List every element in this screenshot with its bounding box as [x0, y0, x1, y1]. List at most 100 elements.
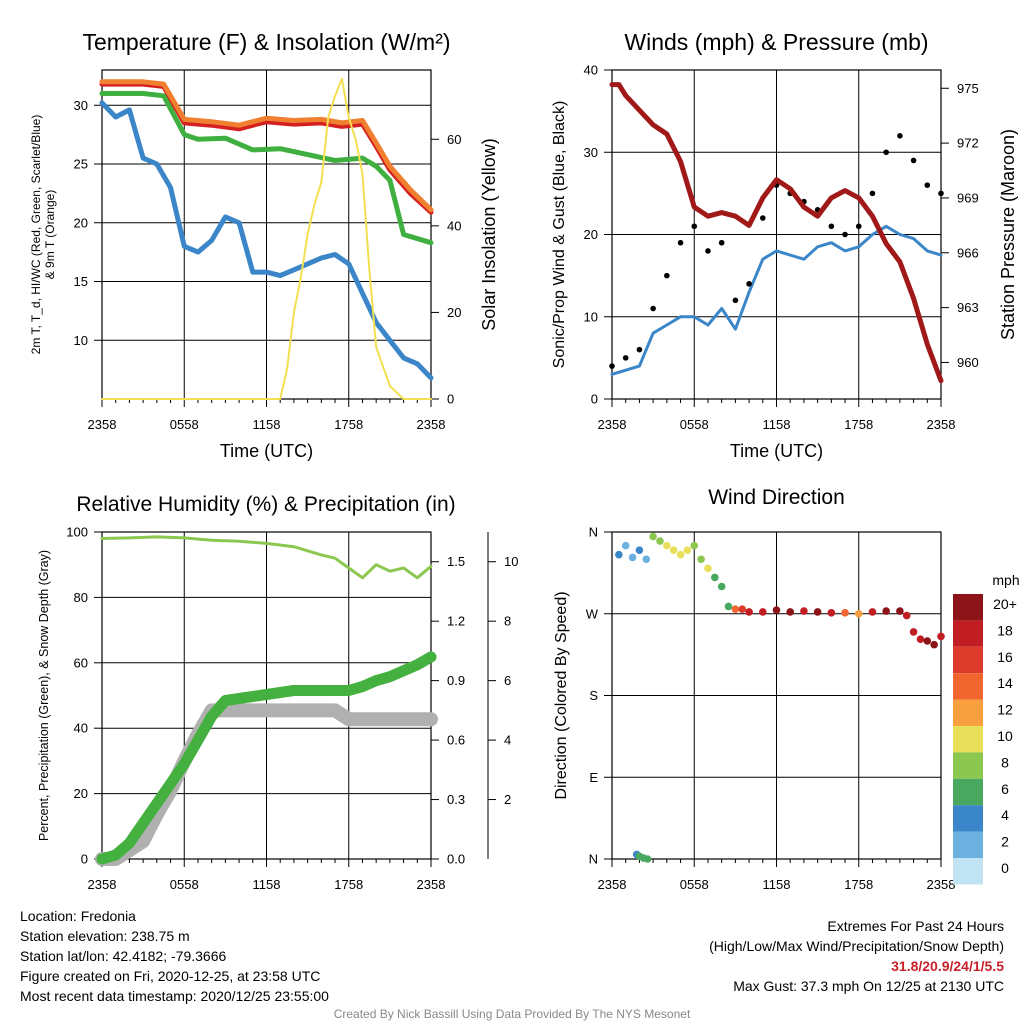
- gust-point: [759, 215, 766, 221]
- panel-title-humidity: Relative Humidity (%) & Precipitation (i…: [76, 493, 455, 516]
- direction-point: [772, 606, 781, 614]
- direction-point: [841, 609, 849, 617]
- panel-title-temperature: Temperature (F) & Insolation (W/m²): [82, 29, 450, 55]
- gust-point: [650, 305, 656, 312]
- precip-tick-label: 1.5: [447, 554, 465, 569]
- y-tick-label: 10: [74, 333, 88, 348]
- x-tick-label: 2358: [598, 877, 627, 892]
- right-y-tick-label: 963: [957, 300, 979, 315]
- direction-point: [731, 605, 740, 614]
- elevation-text: Station elevation: 238.75 m: [20, 928, 190, 944]
- snow-tick-label: 8: [504, 614, 511, 629]
- colorbar-swatch: [953, 858, 983, 885]
- direction-point: [621, 541, 630, 550]
- right-y-tick-label: 972: [957, 136, 979, 151]
- x-tick-label: 1158: [253, 417, 281, 432]
- plot-frame-4: 2358 0558 1158 1758 2358: [598, 531, 956, 892]
- gust-point: [636, 346, 643, 353]
- x-tick-label: 1758: [844, 877, 873, 892]
- direction-point: [649, 532, 657, 541]
- direction-point: [827, 609, 836, 617]
- x-axis-label: Time (UTC): [220, 441, 313, 461]
- colorbar-label: 6: [1001, 781, 1009, 797]
- humidity-line: [100, 535, 433, 580]
- gust-point: [910, 157, 917, 164]
- direction-point: [800, 607, 808, 615]
- x-tick-label: 2358: [417, 877, 446, 892]
- direction-point: [745, 608, 753, 616]
- credit-text: Created By Nick Bassill Using Data Provi…: [333, 1007, 691, 1021]
- colorbar-swatch: [953, 699, 983, 726]
- x-tick-label: 0558: [170, 417, 199, 432]
- x-tick-label: 2358: [88, 877, 117, 892]
- gust-point: [746, 281, 752, 287]
- x-tick-label: 2358: [927, 877, 956, 892]
- direction-point: [697, 555, 705, 564]
- left-axis-label: Percent, Precipitation (Green), & Snow D…: [37, 550, 51, 841]
- recent-data-text: Most recent data timestamp: 2020/12/25 2…: [20, 988, 329, 1004]
- direction-point: [896, 607, 904, 615]
- x-tick-label: 0558: [170, 877, 199, 892]
- x-axis-label: Time (UTC): [730, 441, 823, 461]
- precip-tick-label: 0.0: [447, 852, 465, 867]
- gust-point: [718, 239, 725, 246]
- max-gust-text: Max Gust: 37.3 mph On 12/25 at 2130 UTC: [733, 978, 1004, 994]
- precip-line: [96, 651, 437, 865]
- y-tick-label: 40: [584, 63, 598, 78]
- x-tick-label: 0558: [680, 417, 709, 432]
- direction-point: [882, 607, 890, 615]
- colorbar-label: 10: [997, 728, 1013, 744]
- direction-point: [786, 608, 795, 616]
- y-tick-label: 20: [74, 786, 88, 801]
- gust-point: [883, 149, 889, 156]
- station-info: Location: Fredonia Station elevation: 23…: [20, 906, 329, 1006]
- gust-point: [828, 223, 835, 230]
- left-axis-label: Sonic/Prop Wind & Gust (Blue, Black): [551, 101, 568, 369]
- x-tick-label: 1158: [253, 877, 281, 892]
- colorbar-label: 4: [1001, 807, 1009, 823]
- direction-point: [690, 541, 699, 550]
- insolation-line: [101, 77, 432, 400]
- x-tick-label: 2358: [417, 417, 446, 432]
- right-y-tick-label: 20: [447, 305, 461, 320]
- gust-point: [938, 190, 944, 197]
- right-y-tick-label: 960: [957, 355, 979, 370]
- direction-point: [676, 550, 685, 559]
- direction-point: [663, 541, 671, 550]
- y-tick-label: N: [589, 525, 598, 540]
- y-tick-label: 20: [74, 215, 88, 230]
- colorbar-swatch: [953, 594, 983, 621]
- direction-point: [916, 635, 925, 643]
- windchill-line: [99, 100, 434, 381]
- gust-point: [622, 355, 629, 361]
- extremes-title: Extremes For Past 24 Hours: [827, 918, 1004, 934]
- y-tick-label: 30: [584, 145, 598, 160]
- plot-frame-1: 2358 0558 1158 1758 2358: [88, 69, 446, 432]
- right-y-tick-label: 40: [447, 218, 461, 233]
- gust-point: [897, 133, 903, 139]
- y-tick-label: 30: [74, 98, 88, 113]
- right-y-tick-label: 0: [447, 392, 454, 407]
- colorbar-swatch: [953, 673, 983, 700]
- colorbar-swatch: [953, 752, 983, 779]
- wind-speed-line: [610, 224, 943, 376]
- colorbar-swatch: [953, 831, 983, 858]
- colorbar-swatch: [953, 646, 983, 674]
- colorbar-label: 0: [1001, 860, 1009, 876]
- direction-point: [724, 602, 733, 611]
- gust-point: [677, 239, 684, 246]
- location-text: Location: Fredonia: [20, 908, 136, 924]
- direction-point: [909, 628, 918, 636]
- panel-title-winds: Winds (mph) & Pressure (mb): [624, 29, 928, 55]
- extremes-info: Extremes For Past 24 Hours (High/Low/Max…: [709, 916, 1004, 996]
- gust-point: [842, 231, 848, 238]
- y-tick-label: 100: [66, 525, 88, 540]
- left-axis-label: 2m T, T_d, HI/WC (Red, Green, Scarlet/Bl…: [29, 115, 43, 355]
- gust-point: [855, 223, 862, 230]
- colorbar-swatch: [953, 805, 983, 832]
- direction-point: [656, 537, 664, 545]
- colorbar-swatch: [953, 620, 983, 647]
- y-tick-label: S: [589, 688, 598, 703]
- x-tick-label: 1758: [334, 877, 363, 892]
- direction-point: [854, 609, 863, 618]
